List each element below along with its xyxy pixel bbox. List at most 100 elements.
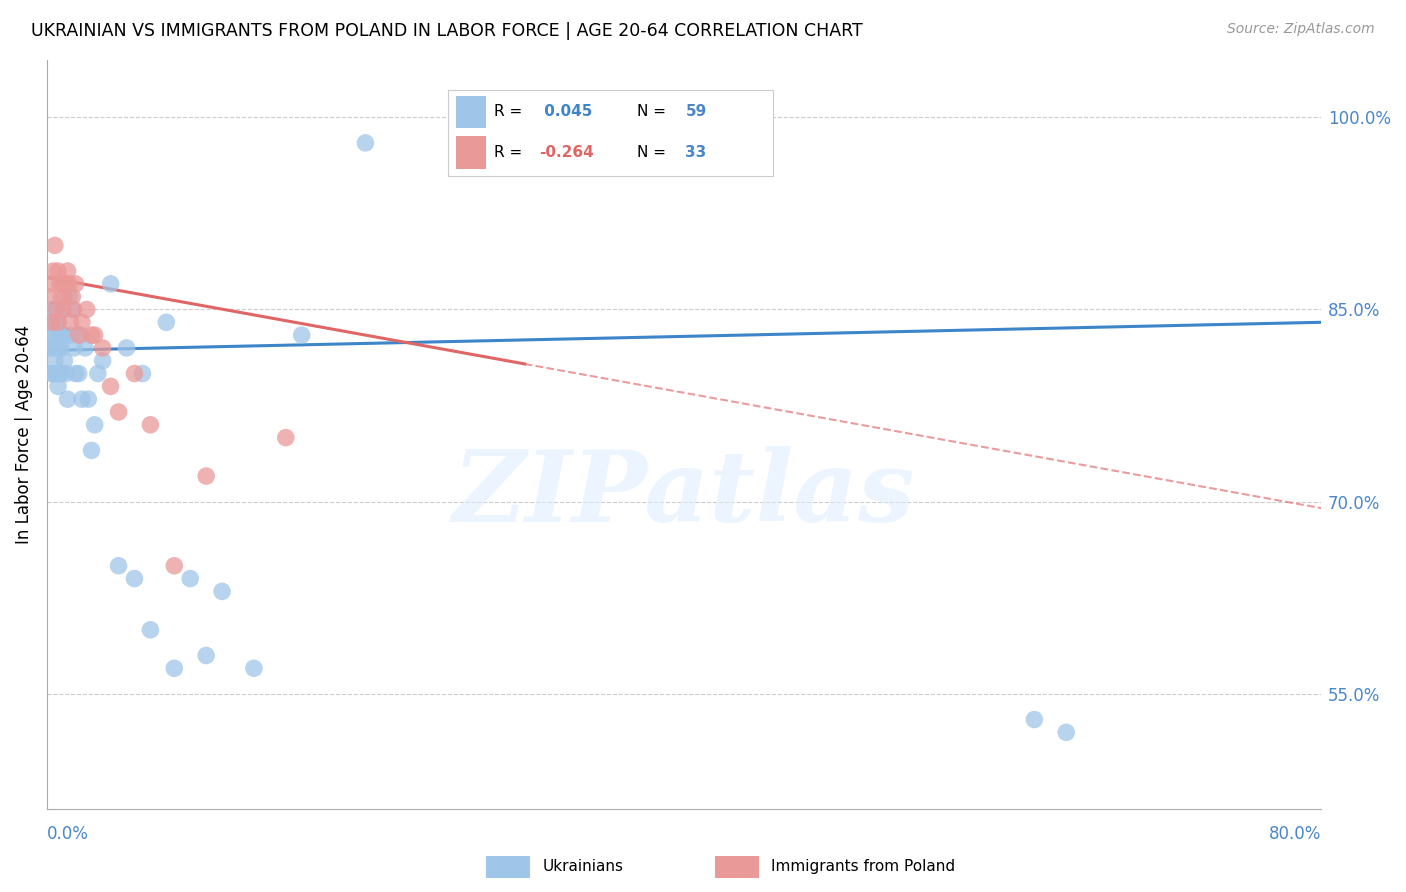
Bar	[716, 856, 759, 878]
Point	[44, 238, 66, 252]
Point	[48, 367, 70, 381]
Point	[58, 290, 80, 304]
Point	[46, 264, 69, 278]
Point	[37, 290, 59, 304]
Point	[107, 558, 129, 573]
Point	[46, 315, 69, 329]
Point	[354, 136, 377, 150]
Point	[1024, 713, 1046, 727]
Point	[243, 661, 266, 675]
Point	[45, 367, 67, 381]
Point	[48, 277, 70, 291]
Point	[55, 367, 77, 381]
Point	[60, 302, 83, 317]
Point	[195, 648, 218, 663]
Point	[39, 341, 62, 355]
Point	[42, 315, 65, 329]
Point	[45, 315, 67, 329]
Point	[69, 328, 91, 343]
Point	[41, 367, 63, 381]
Text: Source: ZipAtlas.com: Source: ZipAtlas.com	[1227, 22, 1375, 37]
Point	[163, 661, 186, 675]
Point	[45, 302, 67, 317]
Point	[274, 431, 297, 445]
Point	[51, 290, 73, 304]
Y-axis label: In Labor Force | Age 20-64: In Labor Force | Age 20-64	[15, 325, 32, 544]
Point	[56, 392, 79, 407]
Bar	[486, 856, 530, 878]
Point	[53, 328, 76, 343]
Point	[51, 341, 73, 355]
Point	[91, 341, 114, 355]
Point	[100, 379, 122, 393]
Point	[513, 136, 536, 150]
Point	[163, 558, 186, 573]
Point	[77, 392, 100, 407]
Point	[41, 315, 63, 329]
Point	[124, 367, 146, 381]
Point	[46, 341, 69, 355]
Point	[155, 315, 177, 329]
Point	[44, 302, 66, 317]
Text: 0.0%: 0.0%	[46, 824, 89, 843]
Point	[63, 302, 86, 317]
Point	[67, 367, 90, 381]
Point	[291, 328, 314, 343]
Point	[48, 328, 70, 343]
Point	[87, 367, 110, 381]
Point	[52, 302, 75, 317]
Point	[58, 277, 80, 291]
Point	[593, 136, 616, 150]
Point	[1054, 725, 1077, 739]
Point	[52, 328, 75, 343]
Point	[83, 417, 105, 432]
Point	[44, 328, 66, 343]
Text: Immigrants from Poland: Immigrants from Poland	[770, 859, 955, 873]
Point	[45, 341, 67, 355]
Point	[52, 302, 75, 317]
Point	[63, 341, 86, 355]
Point	[124, 572, 146, 586]
Text: Ukrainians: Ukrainians	[543, 859, 623, 873]
Point	[80, 328, 103, 343]
Point	[179, 572, 201, 586]
Point	[53, 290, 76, 304]
Point	[139, 623, 162, 637]
Text: ZIPatlas: ZIPatlas	[453, 446, 915, 542]
Point	[42, 264, 65, 278]
Point	[83, 328, 105, 343]
Point	[65, 367, 87, 381]
Point	[55, 277, 77, 291]
Point	[211, 584, 233, 599]
Point	[53, 353, 76, 368]
Point	[107, 405, 129, 419]
Point	[41, 302, 63, 317]
Point	[39, 277, 62, 291]
Point	[46, 315, 69, 329]
Point	[59, 328, 82, 343]
Point	[42, 341, 65, 355]
Point	[59, 315, 82, 329]
Point	[91, 353, 114, 368]
Point	[100, 277, 122, 291]
Point	[46, 379, 69, 393]
Point	[67, 328, 90, 343]
Point	[195, 469, 218, 483]
Point	[60, 290, 83, 304]
Point	[56, 264, 79, 278]
Point	[139, 417, 162, 432]
Point	[131, 367, 153, 381]
Point	[76, 302, 98, 317]
Point	[51, 367, 73, 381]
Point	[52, 277, 75, 291]
Point	[75, 341, 97, 355]
Point	[115, 341, 138, 355]
Point	[70, 392, 93, 407]
Point	[80, 443, 103, 458]
Point	[42, 367, 65, 381]
Text: 80.0%: 80.0%	[1268, 824, 1322, 843]
Point	[39, 315, 62, 329]
Point	[44, 353, 66, 368]
Point	[37, 328, 59, 343]
Text: UKRAINIAN VS IMMIGRANTS FROM POLAND IN LABOR FORCE | AGE 20-64 CORRELATION CHART: UKRAINIAN VS IMMIGRANTS FROM POLAND IN L…	[31, 22, 863, 40]
